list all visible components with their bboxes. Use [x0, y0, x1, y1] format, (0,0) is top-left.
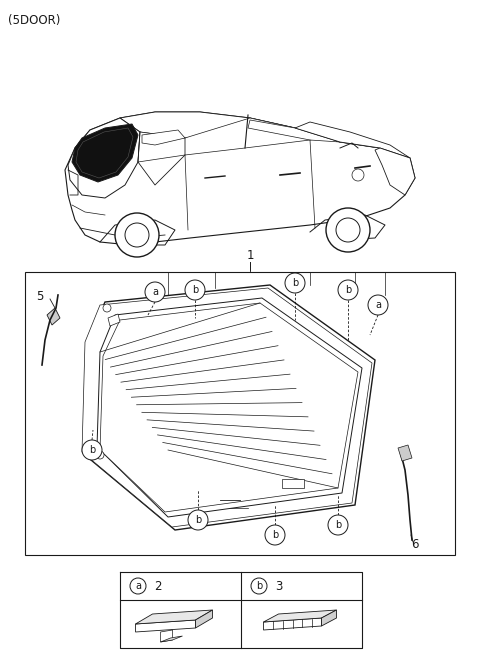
Bar [282, 479, 304, 488]
Circle shape [82, 440, 102, 460]
Text: a: a [135, 581, 141, 591]
Polygon shape [135, 610, 213, 624]
Text: b: b [292, 278, 298, 288]
Polygon shape [85, 285, 375, 530]
Polygon shape [72, 124, 138, 182]
Text: b: b [256, 581, 262, 591]
Text: 2: 2 [154, 580, 162, 593]
Polygon shape [322, 610, 336, 626]
Polygon shape [76, 128, 133, 178]
Polygon shape [142, 130, 185, 145]
Circle shape [368, 295, 388, 315]
Circle shape [145, 282, 165, 302]
Polygon shape [135, 620, 195, 632]
Polygon shape [160, 636, 182, 642]
Circle shape [251, 578, 267, 594]
Text: a: a [152, 287, 158, 297]
Circle shape [103, 304, 111, 312]
Circle shape [338, 280, 358, 300]
Circle shape [336, 218, 360, 242]
Polygon shape [108, 314, 120, 326]
Polygon shape [195, 610, 213, 628]
Polygon shape [398, 445, 412, 461]
Polygon shape [97, 298, 362, 517]
Circle shape [265, 525, 285, 545]
Text: b: b [345, 285, 351, 295]
Polygon shape [47, 308, 60, 325]
Circle shape [185, 280, 205, 300]
Polygon shape [248, 120, 340, 142]
Circle shape [188, 510, 208, 530]
Polygon shape [120, 112, 295, 138]
Text: a: a [375, 300, 381, 310]
Polygon shape [264, 610, 336, 622]
Circle shape [96, 451, 104, 459]
Polygon shape [375, 148, 415, 195]
Polygon shape [264, 618, 322, 630]
Text: b: b [195, 515, 201, 525]
Polygon shape [65, 112, 415, 245]
Polygon shape [68, 118, 140, 198]
Text: b: b [89, 445, 95, 455]
Text: 6: 6 [411, 538, 419, 552]
Circle shape [326, 208, 370, 252]
Circle shape [130, 578, 146, 594]
Text: (5DOOR): (5DOOR) [8, 14, 60, 27]
Text: b: b [192, 285, 198, 295]
Text: 5: 5 [36, 290, 44, 303]
Circle shape [352, 169, 364, 181]
Text: b: b [272, 530, 278, 540]
Circle shape [125, 223, 149, 247]
Circle shape [328, 515, 348, 535]
Polygon shape [295, 122, 410, 158]
Bar [25, 272, 455, 555]
Polygon shape [138, 118, 380, 162]
Circle shape [285, 273, 305, 293]
Text: 3: 3 [276, 580, 283, 593]
Text: 1: 1 [246, 249, 254, 262]
Polygon shape [100, 303, 358, 512]
Polygon shape [82, 288, 372, 527]
Polygon shape [160, 630, 172, 642]
Text: b: b [335, 520, 341, 530]
Circle shape [115, 213, 159, 257]
